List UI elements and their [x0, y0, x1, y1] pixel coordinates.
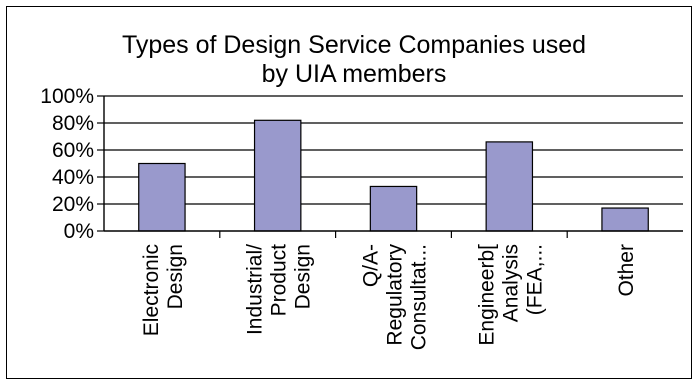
y-tick-label: 20% — [52, 193, 94, 216]
x-category-label: Q/A- — [360, 244, 383, 287]
x-category-label: Regulatory — [384, 244, 407, 346]
gridlines — [97, 95, 683, 238]
x-category-label: Design — [292, 244, 315, 309]
axes — [103, 96, 683, 232]
bar — [253, 119, 302, 232]
x-category-label: Analysis — [499, 244, 522, 322]
x-category-label: Other — [615, 244, 638, 297]
chart-frame — [6, 6, 692, 379]
y-tick-label: 100% — [40, 85, 94, 108]
x-category-label: Design — [164, 244, 187, 309]
bar — [138, 162, 186, 232]
bars — [138, 119, 649, 232]
bar — [369, 185, 418, 232]
x-category-label: (FEA,... — [523, 244, 546, 315]
chart-title-line-1: Types of Design Service Companies used — [122, 31, 586, 59]
bar — [485, 141, 534, 232]
chart-title: Types of Design Service Companies used b… — [122, 31, 586, 88]
x-category-label: Consultat... — [408, 244, 431, 350]
y-tick-label: 40% — [52, 166, 94, 189]
y-tick-label: 0% — [64, 220, 94, 243]
x-category-label: Product — [268, 244, 291, 317]
chart-title-line-2: by UIA members — [262, 60, 447, 88]
x-category-labels: Electronic Design Industrial/Product Design… — [140, 244, 638, 351]
bar — [601, 207, 649, 232]
x-category-label: Electronic — [140, 244, 163, 336]
y-tick-label: 80% — [52, 112, 94, 135]
y-tick-labels: 0% 20% 40% 60% 80% 100% — [40, 85, 94, 243]
x-category-label: Engineerb[ — [475, 244, 498, 346]
x-category-label: Industrial/ — [244, 244, 267, 335]
y-tick-label: 60% — [52, 139, 94, 162]
